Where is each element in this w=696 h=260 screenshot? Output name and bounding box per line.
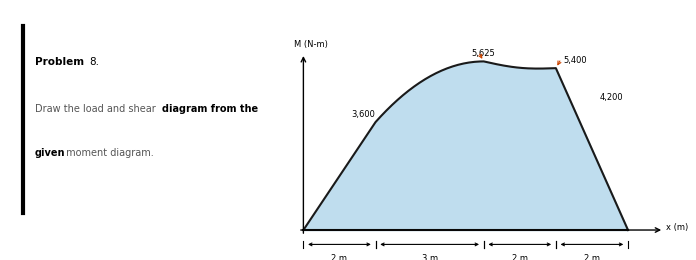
Text: 2 m: 2 m [331, 254, 347, 260]
Text: 5,625: 5,625 [472, 49, 496, 58]
Text: moment diagram.: moment diagram. [63, 148, 154, 158]
Text: diagram from the: diagram from the [162, 104, 258, 114]
Text: 2 m: 2 m [512, 254, 528, 260]
Text: 3 m: 3 m [422, 254, 438, 260]
Text: Problem: Problem [35, 57, 88, 67]
Text: 5,400: 5,400 [563, 56, 587, 64]
Text: given: given [35, 148, 65, 158]
Text: x (m): x (m) [666, 223, 688, 232]
Text: 2 m: 2 m [584, 254, 600, 260]
Text: 3,600: 3,600 [351, 109, 376, 119]
Text: 8.: 8. [89, 57, 99, 67]
Text: M (N-m): M (N-m) [294, 40, 329, 49]
Text: Draw the load and shear: Draw the load and shear [35, 104, 159, 114]
Text: 4,200: 4,200 [599, 93, 623, 102]
